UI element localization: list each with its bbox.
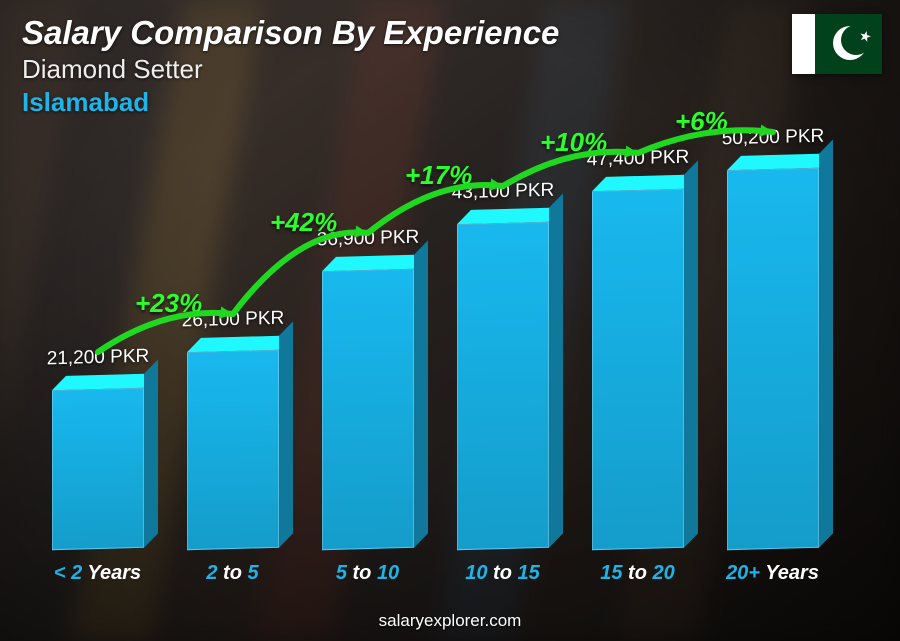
pct-increase-label: +17% [405, 160, 472, 191]
bar-chart: 21,200 PKR 26,100 PKR 36,900 PKR 43,100 PKR… [30, 97, 840, 577]
footer-attribution: salaryexplorer.com [0, 611, 900, 631]
bar-slot: 47,400 PKR [578, 190, 698, 549]
bar-slot: 43,100 PKR [443, 223, 563, 549]
bar: 26,100 PKR [187, 350, 279, 550]
x-axis-label: 15 to 20 [578, 562, 698, 585]
bar-slot: 36,900 PKR [308, 270, 428, 549]
chart-subtitle: Diamond Setter [22, 54, 878, 85]
pct-increase-label: +23% [135, 288, 202, 319]
bar-value-label: 50,200 PKR [721, 126, 823, 151]
bar-value-label: 21,200 PKR [46, 346, 148, 371]
pct-increase-label: +10% [540, 127, 607, 158]
x-axis-label: 2 to 5 [173, 562, 293, 585]
bar: 21,200 PKR [52, 388, 144, 550]
bar-slot: 21,200 PKR [38, 389, 158, 549]
bar-slot: 26,100 PKR [173, 351, 293, 549]
x-axis-label: < 2 Years [38, 562, 158, 585]
x-axis-labels: < 2 Years 2 to 5 5 to 10 10 to 15 15 to 20 20… [30, 562, 840, 585]
bar: 36,900 PKR [322, 269, 414, 550]
x-axis-label: 10 to 15 [443, 562, 563, 585]
country-flag-icon: ★ [792, 14, 882, 74]
bar: 50,200 PKR [727, 168, 819, 550]
pct-increase-label: +42% [270, 207, 337, 238]
x-axis-label: 5 to 10 [308, 562, 428, 585]
pct-increase-label: +6% [675, 106, 728, 137]
bar: 43,100 PKR [457, 222, 549, 550]
bar-slot: 50,200 PKR [713, 169, 833, 549]
bar: 47,400 PKR [592, 189, 684, 550]
x-axis-label: 20+ Years [713, 562, 833, 585]
chart-title: Salary Comparison By Experience [22, 14, 878, 52]
chart-canvas: Salary Comparison By Experience Diamond … [0, 0, 900, 641]
